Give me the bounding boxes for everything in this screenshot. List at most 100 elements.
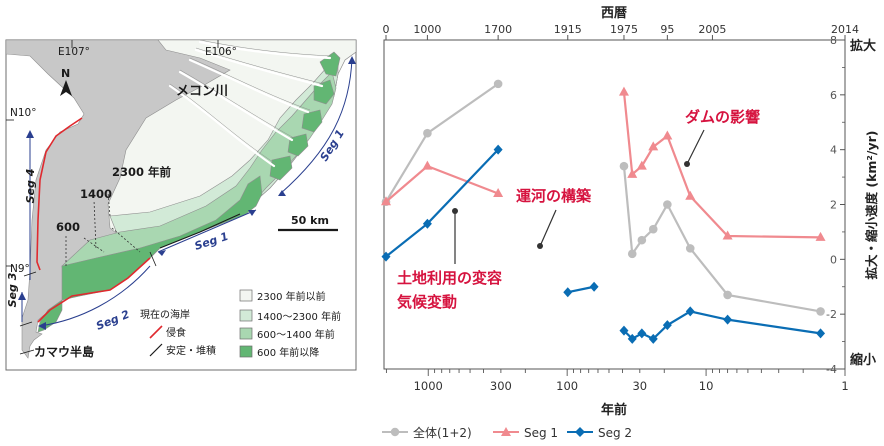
data-point-seg1 (722, 230, 733, 240)
annotation-dam-dot (684, 161, 690, 167)
legend-label-seg2: Seg 2 (598, 426, 632, 440)
data-point-total (619, 161, 629, 171)
erosion-coast-seg2 (37, 257, 151, 323)
segment-label-seg4: Seg 4 (24, 169, 37, 204)
legend-stable: 安定・堆積 (166, 344, 216, 357)
seg-extent-ticks (19, 251, 157, 355)
legend-erosion-line (149, 325, 163, 339)
data-point-seg2 (627, 333, 637, 344)
segment-arrowheads (18, 56, 356, 330)
scale-label: 50 km (291, 214, 329, 227)
north-label: N (61, 67, 70, 80)
y-tick-label: 0 (830, 253, 837, 266)
series-line-2 (385, 148, 499, 258)
data-point-total (493, 79, 503, 89)
data-point-total (627, 249, 637, 259)
x-tick-label: 1000 (414, 379, 443, 393)
graticule-ticks (6, 40, 219, 267)
x-tick-label: 30 (632, 379, 647, 393)
x-tick-label: 10 (699, 379, 714, 393)
data-point-total (423, 128, 432, 138)
legend-area-label: 1400〜2300 年前 (257, 310, 341, 323)
top-tick-label: 1000 (413, 23, 441, 36)
legend-swatch-area3 (239, 327, 253, 340)
x-tick-label: 100 (556, 379, 578, 393)
data-point-total (816, 307, 825, 316)
annotation-canal-leader (540, 209, 557, 245)
annotation-canal-dot (537, 243, 543, 249)
data-point-seg2 (493, 144, 503, 155)
data-point-seg1 (618, 86, 629, 96)
legend-title: 現在の海岸 (140, 308, 190, 321)
annotation-climate-dot (452, 208, 458, 214)
legend-marker-seg2 (575, 427, 585, 437)
lon-label: E106° (205, 46, 237, 58)
legend-label-total: 全体(1+2) (413, 425, 472, 440)
data-point-total (723, 290, 732, 300)
river-banks (169, 40, 333, 165)
annotation-landuse: 土地利用の変容 (397, 269, 502, 287)
annotation-climate: 気候変動 (397, 293, 457, 311)
series-line-0 (385, 82, 499, 203)
data-point-seg2 (381, 251, 391, 262)
y-tick-label: 2 (830, 199, 837, 212)
lat-label: N10° (10, 107, 36, 119)
top-axis-title: 西暦 (601, 6, 627, 21)
age-label: 600 (56, 220, 80, 234)
delta-lobe (269, 155, 293, 181)
data-point-seg2 (685, 306, 695, 317)
data-point-total (637, 235, 647, 245)
data-point-seg1 (422, 160, 433, 170)
river-channels (168, 40, 332, 168)
data-point-seg1 (627, 168, 638, 178)
legend-swatch-area4 (239, 345, 253, 358)
top-tick-label: 2005 (698, 23, 726, 36)
map-legend: 現在の海岸 侵食 安定・堆積 2300 年前以前 1400〜2300 年前 60… (140, 289, 341, 359)
delta-lobe (287, 133, 309, 157)
stable-coast (159, 213, 241, 249)
lon-label: E107° (58, 46, 90, 58)
data-point-total (685, 244, 695, 253)
data-point-seg1 (648, 141, 659, 151)
x-tick-label: 300 (490, 379, 512, 393)
age-boundaries (65, 191, 141, 266)
legend-marker-seg1 (501, 427, 511, 436)
top-tick-label: 1975 (610, 23, 638, 36)
plot-area-frame (383, 39, 846, 370)
data-point-seg2 (563, 287, 573, 298)
data-point-seg2 (723, 314, 733, 325)
data-point-seg1 (381, 196, 391, 206)
x-axis-title: 年前 (601, 402, 627, 418)
data-point-seg1 (815, 231, 826, 241)
top-tick-label: 1700 (484, 23, 512, 36)
x-tick-label: 1 (841, 379, 848, 393)
chart-legend: 全体(1+2) Seg 1 Seg 2 (382, 425, 632, 440)
lat-label: N9° (10, 263, 30, 275)
y-axis-title: 拡大・縮小速度 (km²/yr) (864, 131, 879, 280)
expand-label: 拡大 (850, 38, 876, 54)
y-tick-label: -4 (826, 363, 837, 376)
annotation-dam: ダムの影響 (685, 108, 760, 126)
peninsula-label: カマウ半島 (34, 344, 94, 359)
age-label: 2300 年前 (112, 165, 172, 179)
delta-lobe (301, 109, 323, 133)
series-layer (381, 79, 826, 344)
data-point-seg2 (589, 281, 599, 292)
legend-area-label: 600〜1400 年前 (257, 328, 335, 341)
data-point-seg1 (685, 190, 696, 200)
top-tick-label: 95 (660, 23, 674, 36)
data-point-seg2 (816, 328, 826, 339)
series-line-2 (567, 285, 595, 294)
annotation-canal: 運河の構築 (516, 187, 592, 205)
y-tick-label: 4 (830, 144, 837, 157)
erosion-coast-seg4 (36, 117, 83, 271)
river-label: メコン川 (176, 84, 228, 99)
legend-stable-line (149, 343, 163, 357)
y-tick-label: 8 (830, 34, 837, 47)
legend-erosion: 侵食 (166, 326, 186, 339)
north-arrow (60, 80, 72, 96)
segment-arrows (21, 57, 353, 327)
data-point-seg2 (662, 320, 672, 331)
data-point-seg2 (637, 328, 647, 339)
